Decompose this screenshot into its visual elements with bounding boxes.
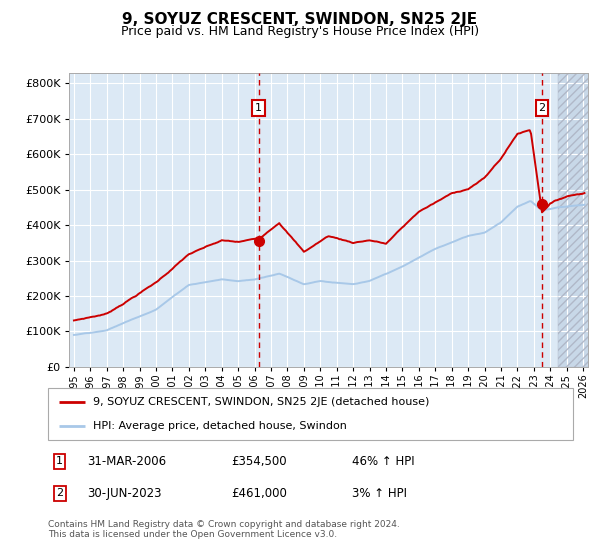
Text: 46% ↑ HPI: 46% ↑ HPI: [353, 455, 415, 468]
Text: £354,500: £354,500: [232, 455, 287, 468]
Text: Price paid vs. HM Land Registry's House Price Index (HPI): Price paid vs. HM Land Registry's House …: [121, 25, 479, 38]
Text: Contains HM Land Registry data © Crown copyright and database right 2024.
This d: Contains HM Land Registry data © Crown c…: [48, 520, 400, 539]
Bar: [559, 73, 591, 367]
Text: 1: 1: [255, 103, 262, 113]
FancyBboxPatch shape: [48, 388, 573, 440]
Text: £461,000: £461,000: [232, 487, 287, 500]
Text: 31-MAR-2006: 31-MAR-2006: [88, 455, 167, 468]
Text: HPI: Average price, detached house, Swindon: HPI: Average price, detached house, Swin…: [92, 421, 347, 431]
Text: 9, SOYUZ CRESCENT, SWINDON, SN25 2JE (detached house): 9, SOYUZ CRESCENT, SWINDON, SN25 2JE (de…: [92, 397, 429, 407]
Bar: [559, 73, 591, 367]
Text: 1: 1: [56, 456, 63, 466]
Text: 30-JUN-2023: 30-JUN-2023: [88, 487, 162, 500]
Text: 9, SOYUZ CRESCENT, SWINDON, SN25 2JE: 9, SOYUZ CRESCENT, SWINDON, SN25 2JE: [122, 12, 478, 27]
Text: 3% ↑ HPI: 3% ↑ HPI: [353, 487, 407, 500]
Text: 2: 2: [56, 488, 63, 498]
Text: 2: 2: [538, 103, 545, 113]
